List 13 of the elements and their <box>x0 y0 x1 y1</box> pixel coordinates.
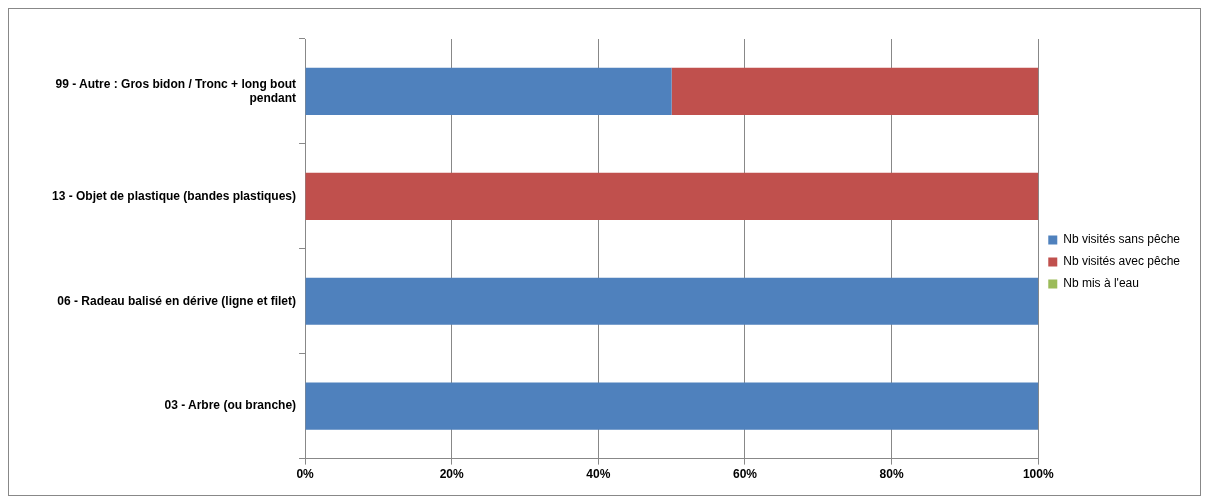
y-tick-label: 03 - Arbre (ou branche) <box>164 398 297 413</box>
legend-label: Nb mis à l'eau <box>1063 276 1139 291</box>
y-tick-label: 06 - Radeau balisé en dérive (ligne et filet) <box>57 293 297 308</box>
x-tick-label: 100% <box>1022 467 1054 482</box>
legend-label: Nb visités avec pêche <box>1063 254 1181 269</box>
x-tick-label: 0% <box>296 467 315 482</box>
legend-label: Nb visités sans pêche <box>1063 232 1181 247</box>
x-tick-label: 40% <box>586 467 611 482</box>
y-tick-label: 99 - Autre : Gros bidon / Tronc + long bout pendant <box>55 76 297 105</box>
y-tick-label: 13 - Objet de plastique (bandes plastiques) <box>51 188 297 203</box>
x-tick-label: 60% <box>732 467 758 482</box>
x-tick-label: 80% <box>879 467 904 482</box>
x-tick-label: 20% <box>439 467 465 482</box>
